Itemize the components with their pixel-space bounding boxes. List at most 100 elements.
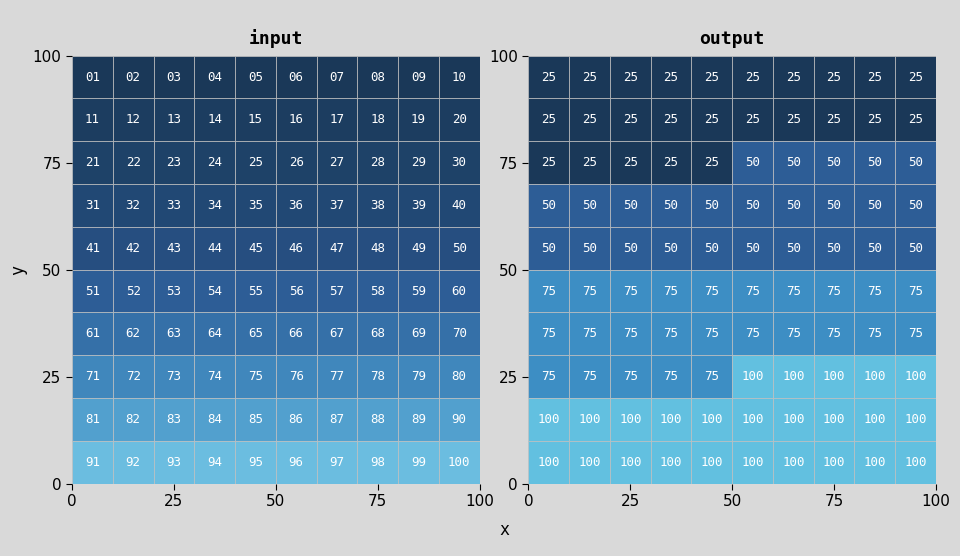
Bar — [896, 227, 936, 270]
Bar — [528, 312, 569, 355]
Bar — [610, 141, 651, 184]
Text: 25: 25 — [908, 71, 924, 83]
Bar — [773, 227, 814, 270]
Text: 92: 92 — [126, 456, 140, 469]
Bar — [896, 441, 936, 484]
Bar — [398, 184, 439, 227]
Bar — [439, 98, 480, 141]
Text: 100: 100 — [741, 370, 764, 383]
Bar — [235, 270, 276, 312]
Bar — [528, 56, 569, 98]
Bar — [814, 56, 854, 98]
Bar — [276, 56, 317, 98]
Bar — [610, 98, 651, 141]
Bar — [276, 312, 317, 355]
Bar — [732, 56, 773, 98]
Text: 25: 25 — [623, 156, 637, 169]
Bar — [194, 441, 235, 484]
Text: 50: 50 — [623, 242, 637, 255]
Bar — [439, 56, 480, 98]
Text: 75: 75 — [745, 285, 760, 297]
Bar — [357, 227, 398, 270]
Bar — [651, 312, 691, 355]
Text: 85: 85 — [248, 413, 263, 426]
Bar — [357, 355, 398, 398]
Bar — [773, 270, 814, 312]
Bar — [732, 398, 773, 441]
Text: 75: 75 — [827, 285, 842, 297]
Text: 54: 54 — [207, 285, 222, 297]
Text: 50: 50 — [705, 199, 719, 212]
Bar — [691, 141, 732, 184]
Text: 25: 25 — [541, 113, 557, 126]
Bar — [276, 441, 317, 484]
Text: 07: 07 — [329, 71, 345, 83]
Text: 42: 42 — [126, 242, 140, 255]
Text: 48: 48 — [371, 242, 385, 255]
Text: 59: 59 — [411, 285, 426, 297]
Text: 50: 50 — [745, 199, 760, 212]
Text: 100: 100 — [864, 370, 886, 383]
Bar — [154, 441, 194, 484]
Bar — [896, 98, 936, 141]
Text: 31: 31 — [84, 199, 100, 212]
Text: 56: 56 — [289, 285, 303, 297]
Text: 86: 86 — [289, 413, 303, 426]
Bar — [814, 141, 854, 184]
Bar — [72, 98, 112, 141]
Bar — [569, 227, 610, 270]
Text: 100: 100 — [864, 413, 886, 426]
Bar — [651, 98, 691, 141]
Bar — [651, 56, 691, 98]
Text: 14: 14 — [207, 113, 222, 126]
Bar — [112, 312, 154, 355]
Text: 22: 22 — [126, 156, 140, 169]
Text: 32: 32 — [126, 199, 140, 212]
Bar — [651, 184, 691, 227]
Bar — [651, 227, 691, 270]
Bar — [610, 441, 651, 484]
Text: 100: 100 — [448, 456, 470, 469]
Text: 50: 50 — [623, 199, 637, 212]
Bar — [691, 270, 732, 312]
Bar — [691, 441, 732, 484]
Text: 75: 75 — [582, 285, 597, 297]
Text: 50: 50 — [868, 199, 882, 212]
Y-axis label: y: y — [10, 265, 27, 275]
Text: 50: 50 — [786, 199, 801, 212]
Bar — [528, 227, 569, 270]
Bar — [235, 98, 276, 141]
Bar — [651, 141, 691, 184]
Text: 100: 100 — [660, 456, 683, 469]
Text: 37: 37 — [329, 199, 345, 212]
Bar — [398, 98, 439, 141]
Bar — [72, 56, 112, 98]
Bar — [112, 355, 154, 398]
Text: 17: 17 — [329, 113, 345, 126]
Bar — [72, 312, 112, 355]
Text: 50: 50 — [786, 242, 801, 255]
Bar — [154, 227, 194, 270]
Bar — [610, 270, 651, 312]
Text: 50: 50 — [582, 242, 597, 255]
Text: 44: 44 — [207, 242, 222, 255]
Bar — [357, 270, 398, 312]
Bar — [814, 312, 854, 355]
Bar — [154, 184, 194, 227]
Bar — [610, 56, 651, 98]
Bar — [896, 355, 936, 398]
Bar — [112, 398, 154, 441]
Text: 90: 90 — [451, 413, 467, 426]
Bar — [854, 312, 896, 355]
Text: 27: 27 — [329, 156, 345, 169]
Bar — [317, 98, 357, 141]
Text: 80: 80 — [451, 370, 467, 383]
Text: 75: 75 — [248, 370, 263, 383]
Bar — [651, 355, 691, 398]
Text: 25: 25 — [663, 156, 679, 169]
Bar — [194, 355, 235, 398]
Text: 02: 02 — [126, 71, 140, 83]
Bar — [317, 227, 357, 270]
Text: 81: 81 — [84, 413, 100, 426]
Bar — [398, 141, 439, 184]
